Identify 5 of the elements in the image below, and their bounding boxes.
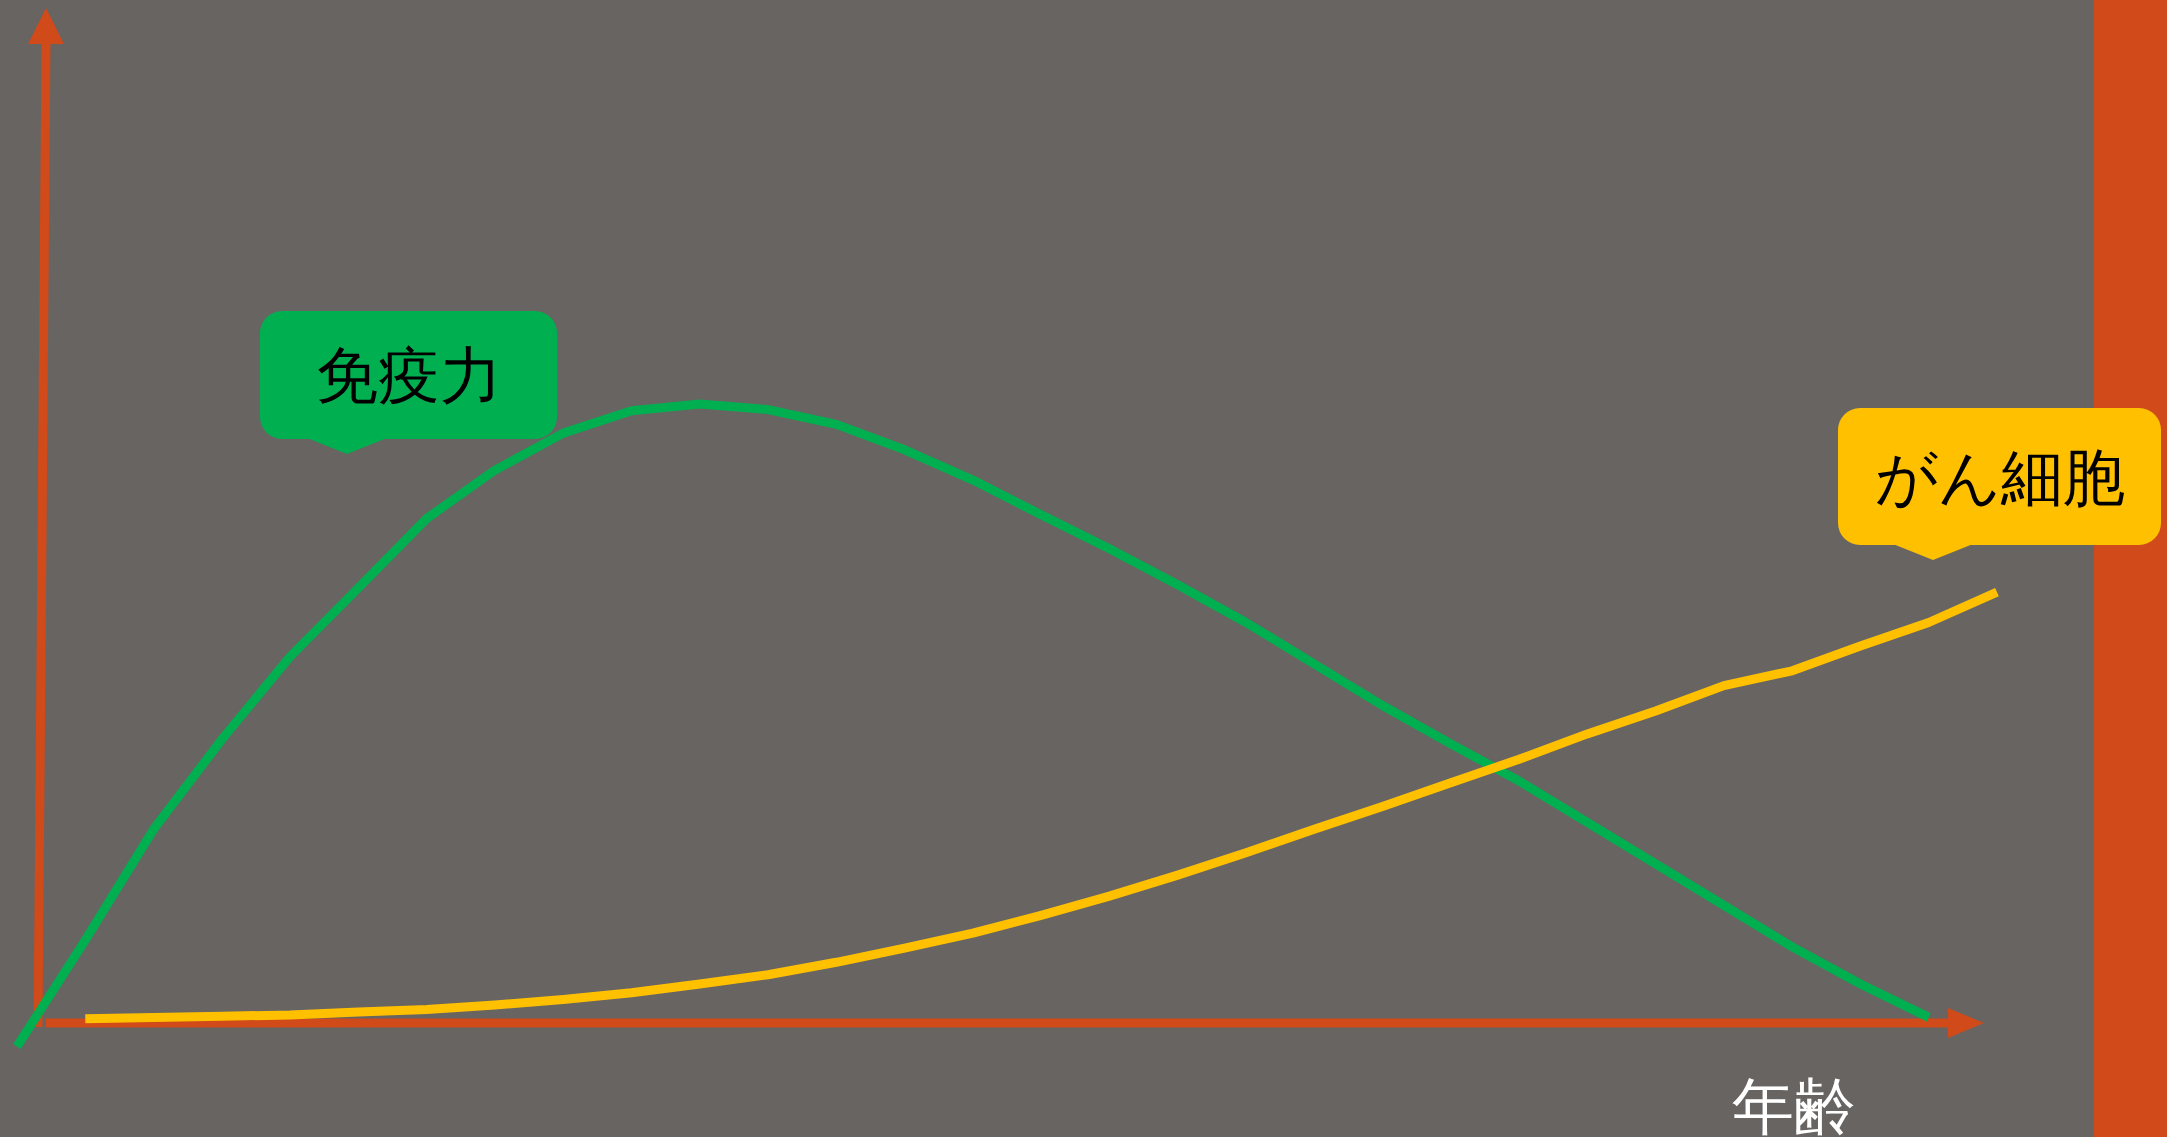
label-#00b050: 免疫力: [260, 311, 557, 454]
label-#ffc000: がん細胞: [1838, 408, 2161, 560]
series-label: がん細胞: [1874, 440, 2125, 514]
x-axis-title: 年齢: [1732, 1070, 1856, 1137]
series-label: 免疫力: [315, 339, 502, 412]
